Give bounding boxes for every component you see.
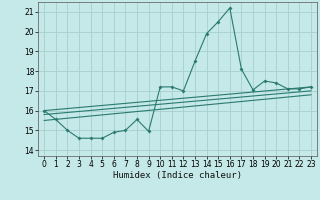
X-axis label: Humidex (Indice chaleur): Humidex (Indice chaleur) [113,171,242,180]
